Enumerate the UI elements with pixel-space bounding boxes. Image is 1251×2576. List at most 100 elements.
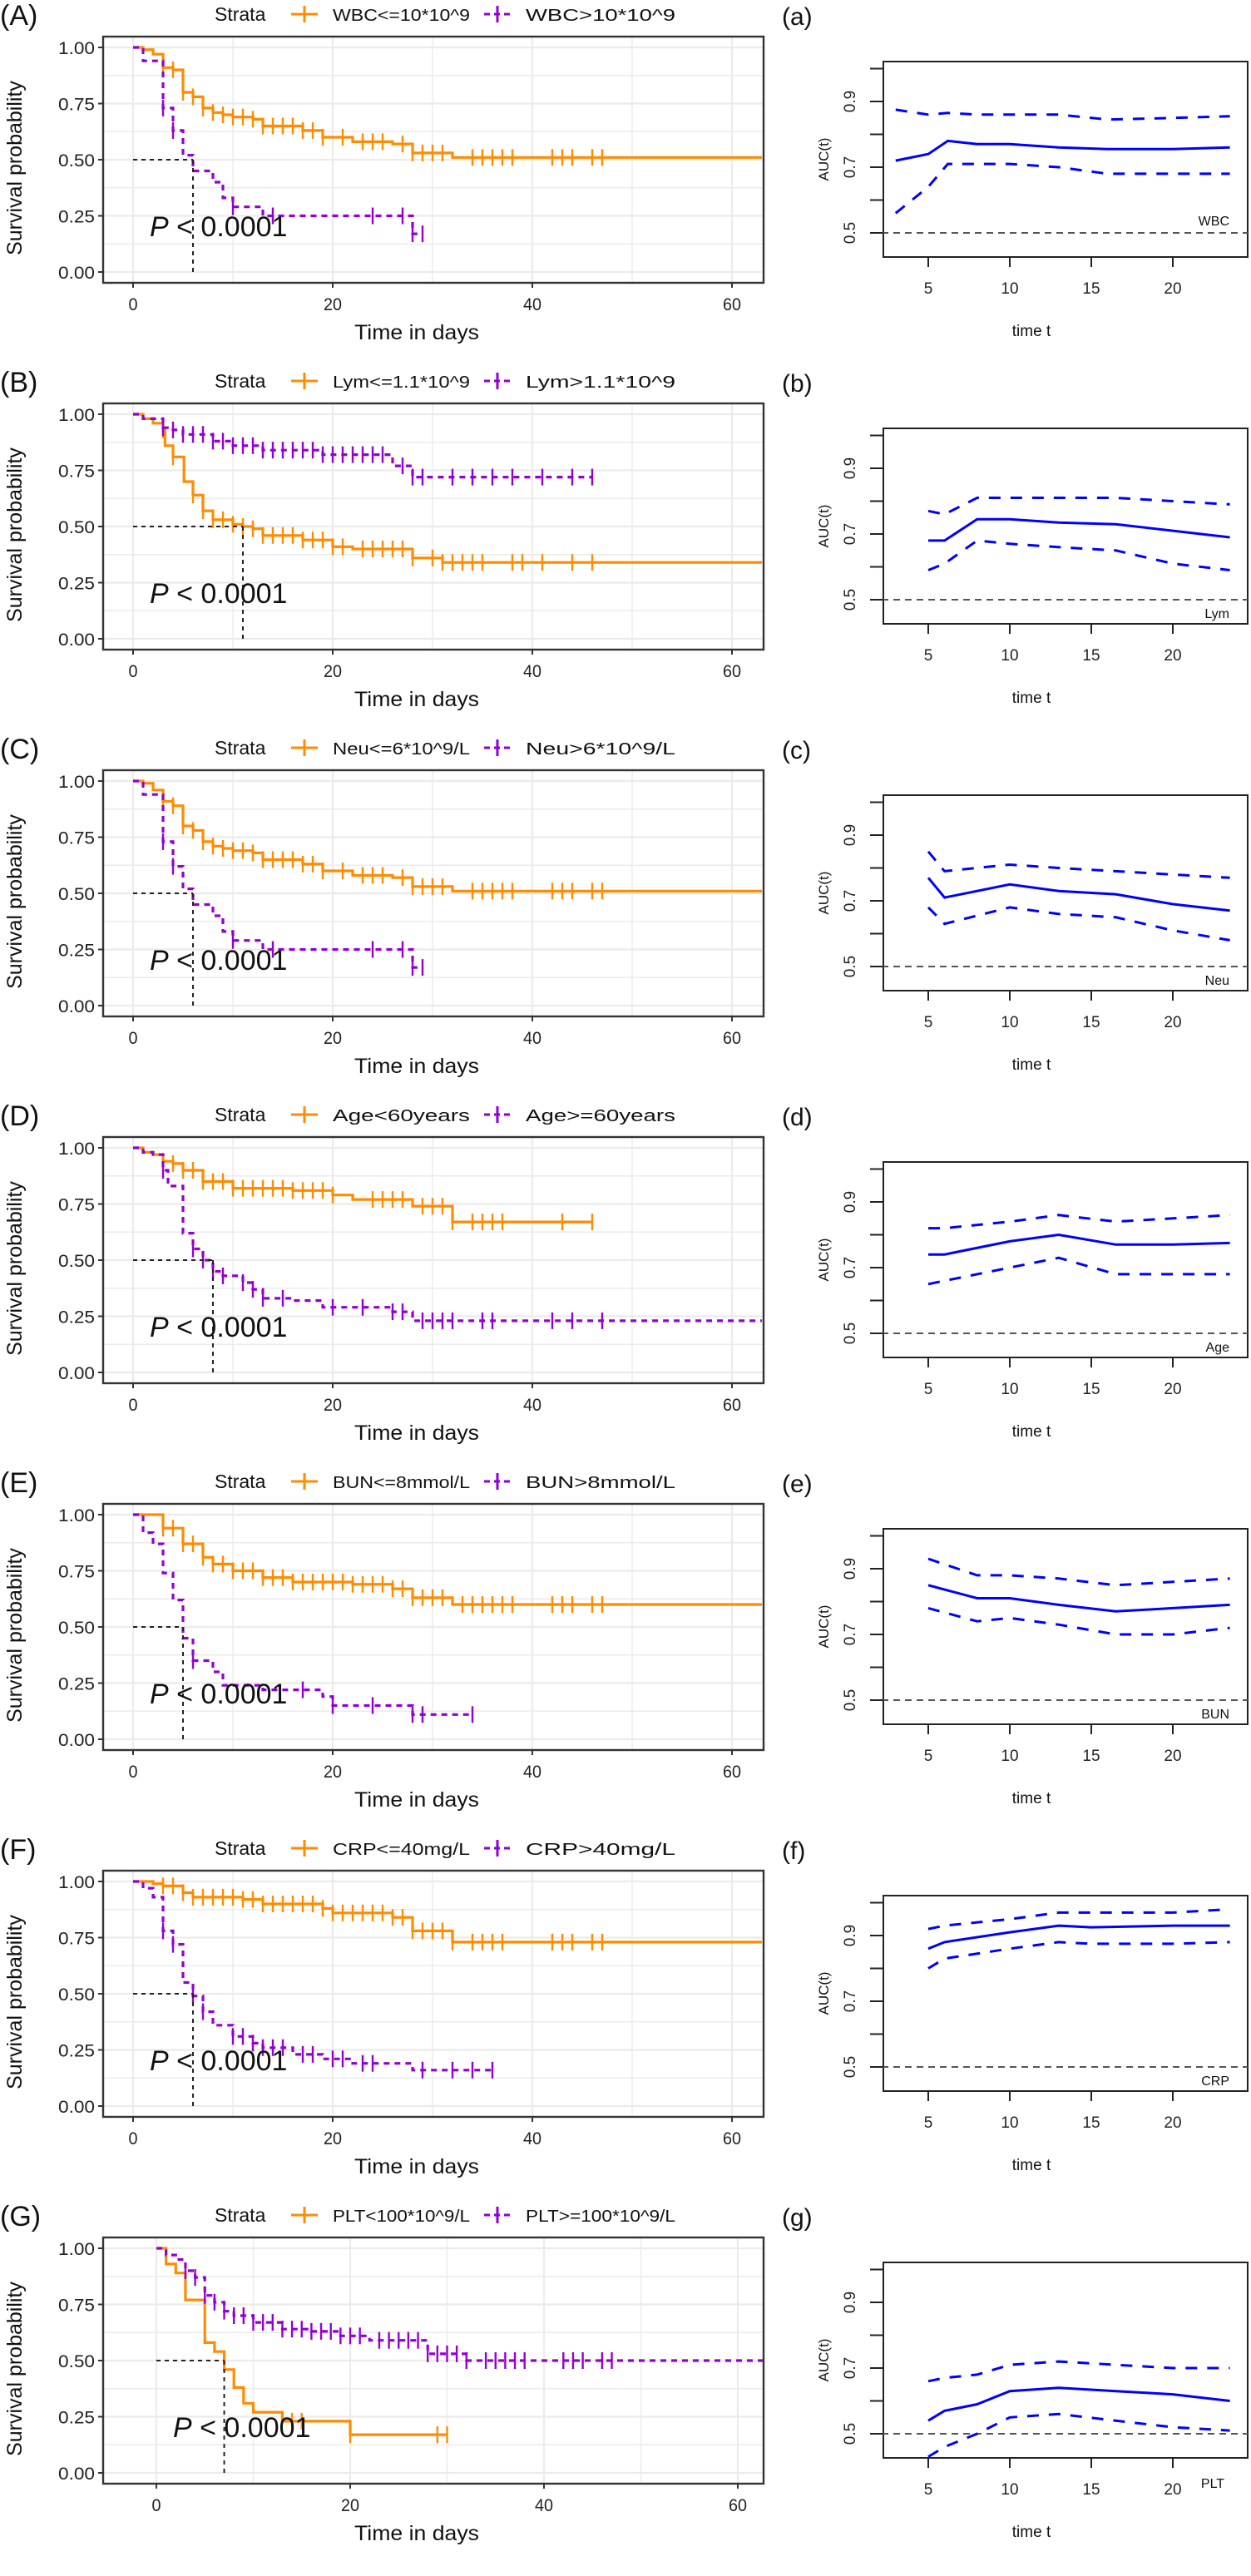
y-tick-label: 0.25 (58, 208, 95, 227)
km-curve-high (133, 779, 423, 969)
legend: Strata PLT<100*10^9/L PLT>=100*10^9/L (215, 2204, 675, 2226)
p-value: P < 0.0001 (150, 2045, 287, 2077)
km-plot: (F) Strata CRP<=40mg/L CRP>40mg/L P < 0.0001… (0, 1834, 765, 2178)
y-axis: 0.00 0.25 0.50 0.75 1.00 (58, 2240, 103, 2484)
censor-marks (161, 1153, 594, 1231)
x-tick-label: 20 (1164, 2114, 1181, 2132)
x-tick-label: 20 (324, 295, 342, 314)
x-axis-label: time t (1012, 323, 1051, 340)
y-tick-label: 0.7 (842, 1624, 859, 1645)
x-tick-label: 40 (523, 662, 541, 681)
km-plot: (A) Strata WBC<=10*10^9 WBC>10*10^9 P < 0.00… (0, 0, 765, 344)
y-tick-label: 1.00 (58, 1506, 95, 1525)
p-value-symbol: P (150, 578, 169, 610)
p-value-symbol: P (150, 2045, 169, 2077)
x-tick-label: 15 (1082, 280, 1100, 298)
x-tick-label: 20 (324, 662, 342, 681)
panel-label: (e) (782, 1471, 813, 1498)
x-tick-label: 5 (924, 1014, 933, 1031)
y-axis-label: AUC(t) (816, 1239, 832, 1282)
x-tick-label: 20 (1164, 2481, 1181, 2499)
auc-y-axis: 0.5 0.7 0.9 (842, 1168, 883, 1344)
x-tick-label: 60 (723, 295, 741, 314)
auc-lower-ci (927, 1941, 1230, 1970)
x-tick-label: 60 (723, 1029, 741, 1048)
auc-line (895, 139, 1230, 162)
panel-label: (f) (782, 1837, 805, 1865)
x-axis: 0 20 40 60 (129, 2117, 741, 2148)
y-tick-label: 0.75 (58, 96, 95, 115)
x-tick-label: 5 (924, 280, 933, 298)
y-axis-label: Survival probability (3, 814, 27, 989)
x-tick-label: 0 (129, 1396, 138, 1415)
auc-lower-ci (927, 906, 1230, 942)
auc-plot-border (883, 2262, 1249, 2459)
y-tick-label: 0.5 (842, 222, 859, 244)
y-tick-label: 0.00 (58, 2465, 95, 2484)
legend-label-low: Neu<=6*10^9/L (333, 740, 470, 759)
auc-line (927, 2386, 1230, 2422)
y-tick-label: 0.9 (842, 1558, 859, 1580)
auc-lower-ci (927, 1256, 1230, 1286)
y-axis: 0.00 0.25 0.50 0.75 1.00 (58, 1506, 103, 1750)
y-tick-label: 0.7 (842, 523, 859, 545)
km-plot: (D) Strata Age<60years Age>=60years P < 0.00… (0, 1100, 765, 1445)
x-tick-label: 15 (1082, 647, 1100, 665)
x-tick-label: 40 (523, 295, 541, 314)
auc-x-axis: 5 10 15 20 (924, 991, 1182, 1031)
legend: Strata WBC<=10*10^9 WBC>10*10^9 (215, 3, 675, 25)
auc-plot: (e) BUN 0.5 0.7 0.9 AUC(t) 5 10 15 20 time t (782, 1471, 1249, 1807)
auc-upper-ci (927, 850, 1230, 879)
y-tick-label: 0.50 (58, 518, 95, 537)
x-tick-label: 10 (1001, 2481, 1018, 2499)
auc-lower-ci (927, 1606, 1230, 1636)
auc-plot: (f) CRP 0.5 0.7 0.9 AUC(t) 5 10 15 20 time t (782, 1837, 1249, 2174)
y-tick-label: 0.5 (842, 956, 859, 977)
x-tick-label: 40 (523, 1396, 541, 1415)
x-tick-label: 5 (924, 1748, 933, 1765)
km-auc-row-svg: (B) Strata Lym<=1.1*10^9 Lym>1.1*10^9 P < 0.… (0, 367, 1249, 711)
x-axis: 0 20 40 60 (129, 1383, 741, 1415)
x-tick-label: 10 (1001, 1748, 1018, 1765)
auc-x-axis: 5 10 15 20 (924, 2091, 1182, 2132)
auc-upper-ci (927, 1907, 1230, 1931)
y-tick-label: 0.5 (842, 1323, 859, 1344)
auc-plot-border (883, 794, 1249, 991)
auc-panel-label: Age (1206, 1341, 1230, 1355)
panel-label: (A) (0, 0, 37, 32)
x-axis: 0 20 40 60 (129, 1750, 741, 1782)
auc-upper-ci (927, 1557, 1230, 1587)
legend-label-high: WBC>10*10^9 (526, 7, 675, 25)
panel-label: (D) (0, 1100, 39, 1132)
y-tick-label: 0.5 (842, 1689, 859, 1711)
panel-label: (c) (782, 737, 811, 764)
x-tick-label: 20 (1164, 1748, 1181, 1765)
figure-row: (F) Strata CRP<=40mg/L CRP>40mg/L P < 0.0001… (0, 1834, 1251, 2201)
auc-y-axis: 0.5 0.7 0.9 (842, 1901, 883, 2078)
x-tick-label: 20 (324, 1763, 342, 1782)
x-tick-label: 20 (1164, 280, 1181, 298)
km-plot: (G) Strata PLT<100*10^9/L PLT>=100*10^9/L P … (0, 2201, 765, 2545)
y-tick-label: 0.7 (842, 1257, 859, 1278)
x-tick-label: 0 (129, 2129, 138, 2148)
censor-marks (290, 2412, 448, 2444)
panel-label: (B) (0, 367, 37, 398)
figure-row: (A) Strata WBC<=10*10^9 WBC>10*10^9 P < 0.00… (0, 0, 1251, 367)
auc-panel-label: PLT (1201, 2477, 1224, 2491)
x-tick-label: 15 (1082, 1014, 1100, 1031)
auc-plot-border (883, 1895, 1249, 2092)
x-tick-label: 20 (1164, 1014, 1181, 1031)
x-axis-label: Time in days (354, 2155, 479, 2178)
x-tick-label: 0 (129, 1763, 138, 1782)
auc-panel-label: BUN (1201, 1708, 1229, 1722)
x-tick-label: 40 (523, 1763, 541, 1782)
auc-upper-ci (927, 2360, 1230, 2383)
x-tick-label: 5 (924, 1381, 933, 1398)
p-value: P < 0.0001 (150, 945, 287, 977)
y-tick-label: 0.7 (842, 156, 859, 178)
x-axis-label: time t (1012, 690, 1051, 707)
p-value-symbol: P (150, 1312, 169, 1343)
auc-plot-border (883, 428, 1249, 625)
legend-label-low: BUN<=8mmol/L (333, 1474, 470, 1492)
x-tick-label: 15 (1082, 1748, 1100, 1765)
